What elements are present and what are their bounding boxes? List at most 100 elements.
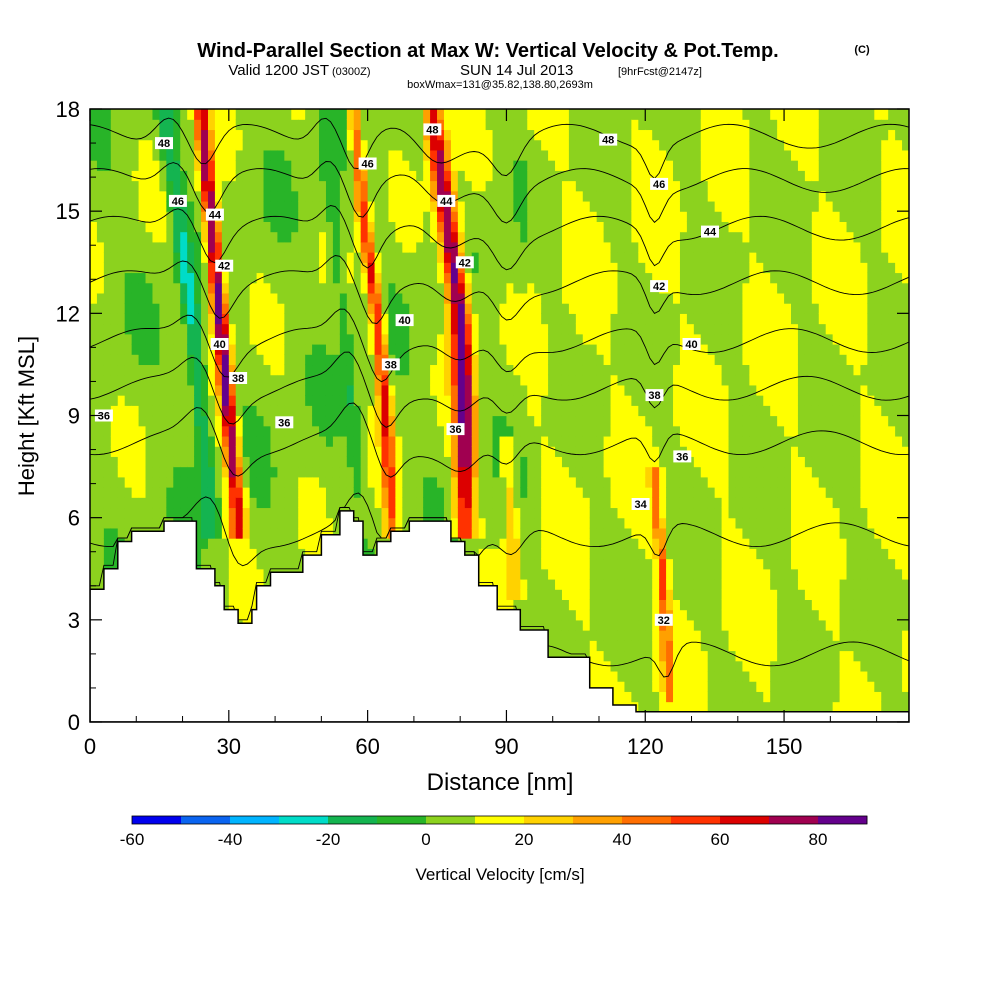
velocity-cell: [603, 487, 612, 498]
velocity-cell: [319, 282, 327, 294]
velocity-cell: [187, 262, 195, 274]
velocity-cell: [117, 221, 126, 233]
velocity-cell: [478, 180, 487, 192]
velocity-cell: [173, 313, 181, 325]
velocity-cell: [624, 589, 632, 600]
velocity-cell: [603, 241, 612, 253]
velocity-cell: [367, 323, 376, 335]
velocity-cell: [471, 292, 480, 304]
velocity-cell: [659, 119, 667, 131]
velocity-cell: [360, 364, 369, 376]
velocity-cell: [582, 272, 591, 284]
velocity-cell: [506, 149, 514, 161]
velocity-cell: [312, 211, 320, 222]
velocity-cell: [263, 446, 272, 457]
velocity-cell: [194, 149, 202, 161]
velocity-cell: [541, 364, 549, 376]
velocity-cell: [617, 497, 626, 509]
velocity-cell: [520, 221, 528, 233]
velocity-cell: [124, 180, 133, 192]
velocity-cell: [645, 599, 653, 611]
velocity-cell: [228, 446, 237, 457]
velocity-cell: [506, 109, 514, 120]
velocity-cell: [249, 425, 258, 437]
velocity-cell: [589, 149, 598, 161]
velocity-cell: [534, 374, 542, 386]
velocity-cell: [256, 231, 265, 243]
velocity-cell: [298, 487, 306, 498]
velocity-cell: [339, 333, 348, 345]
velocity-cell: [270, 313, 278, 325]
velocity-cell: [298, 527, 306, 539]
velocity-cell: [645, 558, 653, 570]
velocity-cell: [450, 343, 459, 355]
velocity-cell: [319, 149, 327, 161]
velocity-cell: [90, 456, 98, 468]
velocity-cell: [187, 160, 195, 171]
velocity-cell: [638, 262, 646, 274]
velocity-cell: [492, 517, 501, 529]
velocity-cell: [346, 343, 355, 355]
velocity-cell: [90, 231, 98, 243]
velocity-cell: [631, 241, 639, 253]
velocity-cell: [617, 303, 626, 314]
velocity-cell: [312, 405, 320, 417]
velocity-cell: [360, 252, 369, 263]
velocity-cell: [96, 507, 105, 519]
velocity-cell: [568, 568, 577, 580]
velocity-cell: [173, 139, 181, 151]
velocity-cell: [291, 435, 299, 447]
velocity-cell: [138, 446, 147, 457]
velocity-cell: [645, 681, 653, 692]
velocity-cell: [235, 578, 244, 590]
velocity-cell: [221, 558, 230, 570]
velocity-cell: [555, 538, 563, 549]
subtitle-fcst: [9hrFcst@2147z]: [618, 66, 702, 78]
velocity-cell: [284, 487, 292, 498]
velocity-cell: [298, 395, 306, 406]
velocity-cell: [430, 497, 438, 509]
velocity-cell: [221, 323, 230, 335]
velocity-cell: [513, 190, 521, 202]
velocity-cell: [374, 262, 383, 274]
velocity-cell: [145, 333, 154, 345]
velocity-cell: [346, 221, 355, 233]
velocity-cell: [416, 252, 424, 263]
velocity-cell: [194, 487, 202, 498]
velocity-cell: [541, 180, 549, 192]
velocity-cell: [527, 405, 535, 417]
velocity-cell: [575, 313, 584, 325]
velocity-cell: [430, 282, 438, 294]
velocity-cell: [249, 160, 258, 171]
velocity-cell: [409, 435, 417, 447]
velocity-cell: [568, 303, 577, 314]
velocity-cell: [346, 456, 355, 468]
velocity-cell: [374, 354, 383, 366]
velocity-cell: [159, 149, 167, 161]
velocity-cell: [263, 160, 272, 171]
velocity-cell: [520, 517, 528, 529]
velocity-cell: [201, 497, 209, 509]
velocity-cell: [242, 548, 251, 560]
velocity-cell: [659, 691, 667, 703]
velocity-cell: [450, 323, 459, 335]
velocity-cell: [437, 497, 445, 509]
velocity-cell: [430, 415, 438, 427]
velocity-cell: [492, 497, 501, 509]
velocity-cell: [534, 446, 542, 457]
velocity-cell: [492, 476, 501, 488]
velocity-cell: [478, 272, 487, 284]
velocity-cell: [207, 415, 216, 427]
velocity-cell: [235, 568, 244, 580]
velocity-cell: [659, 548, 667, 560]
velocity-cell: [374, 129, 383, 141]
velocity-cell: [214, 456, 223, 468]
velocity-cell: [582, 640, 591, 652]
velocity-cell: [360, 446, 369, 457]
velocity-cell: [194, 211, 202, 222]
velocity-cell: [194, 374, 202, 386]
velocity-cell: [353, 303, 362, 314]
velocity-cell: [360, 333, 369, 345]
velocity-cell: [291, 405, 299, 417]
